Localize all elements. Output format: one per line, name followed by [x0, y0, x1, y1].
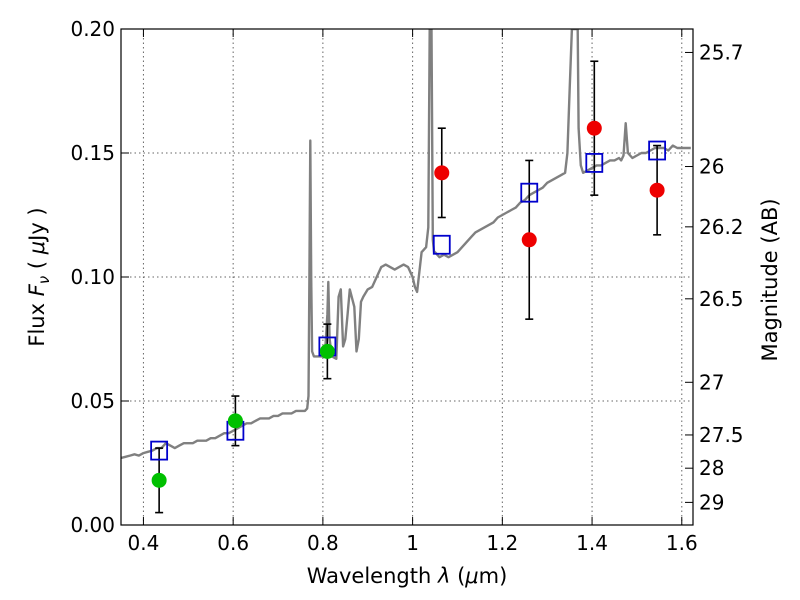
y2-tick-label: 27.5 [699, 423, 744, 447]
axis-ticks [121, 28, 693, 526]
y-tick-label: 0.15 [70, 141, 115, 165]
model-square [432, 234, 451, 255]
y2-tick-labels: 25.7 26 26.2 26.5 27 27.5 28 29 [699, 40, 744, 514]
observed-points [151, 120, 665, 488]
x-tick-label: 1.4 [576, 531, 608, 555]
y2-tick-label: 26.5 [699, 287, 744, 311]
x-tick-label: 1.6 [666, 531, 698, 555]
model-square [520, 182, 539, 203]
x-axis-label: Wavelength λ (μm) [307, 564, 508, 588]
observed-point-green [151, 472, 167, 488]
observed-point-red [434, 165, 450, 181]
x-tick-label: 1 [406, 531, 419, 555]
model-square [585, 153, 604, 173]
observed-point-green [319, 343, 335, 359]
y2-tick-label: 27 [699, 370, 724, 394]
y-tick-label: 0.20 [70, 17, 115, 41]
y2-tick-label: 28 [699, 456, 724, 480]
y2-tick-label: 26.2 [699, 215, 744, 239]
model-points [150, 140, 667, 461]
y2-tick-label: 29 [699, 490, 724, 514]
x-tick-labels: 0.4 0.6 0.8 1 1.2 1.4 1.6 [128, 531, 698, 555]
model-square [150, 440, 169, 461]
observed-point-green [227, 413, 243, 429]
observed-point-red [586, 120, 602, 136]
y-axis-label: Flux Fν ( μJy ) [25, 207, 53, 346]
y2-axis-label: Magnitude (AB) [758, 198, 782, 361]
observed-point-red [521, 232, 537, 248]
observed-point-red [649, 182, 665, 198]
y-tick-label: 0.00 [70, 513, 115, 537]
x-tick-label: 0.6 [217, 531, 249, 555]
y-tick-label: 0.05 [70, 389, 115, 413]
y2-tick-label: 25.7 [699, 40, 744, 64]
x-tick-label: 0.4 [128, 531, 160, 555]
x-tick-label: 0.8 [307, 531, 339, 555]
y-tick-labels: 0.00 0.05 0.10 0.15 0.20 [70, 17, 115, 537]
y2-tick-label: 26 [699, 155, 724, 179]
y-tick-label: 0.10 [70, 265, 115, 289]
x-tick-label: 1.2 [486, 531, 518, 555]
model-square [648, 140, 667, 161]
